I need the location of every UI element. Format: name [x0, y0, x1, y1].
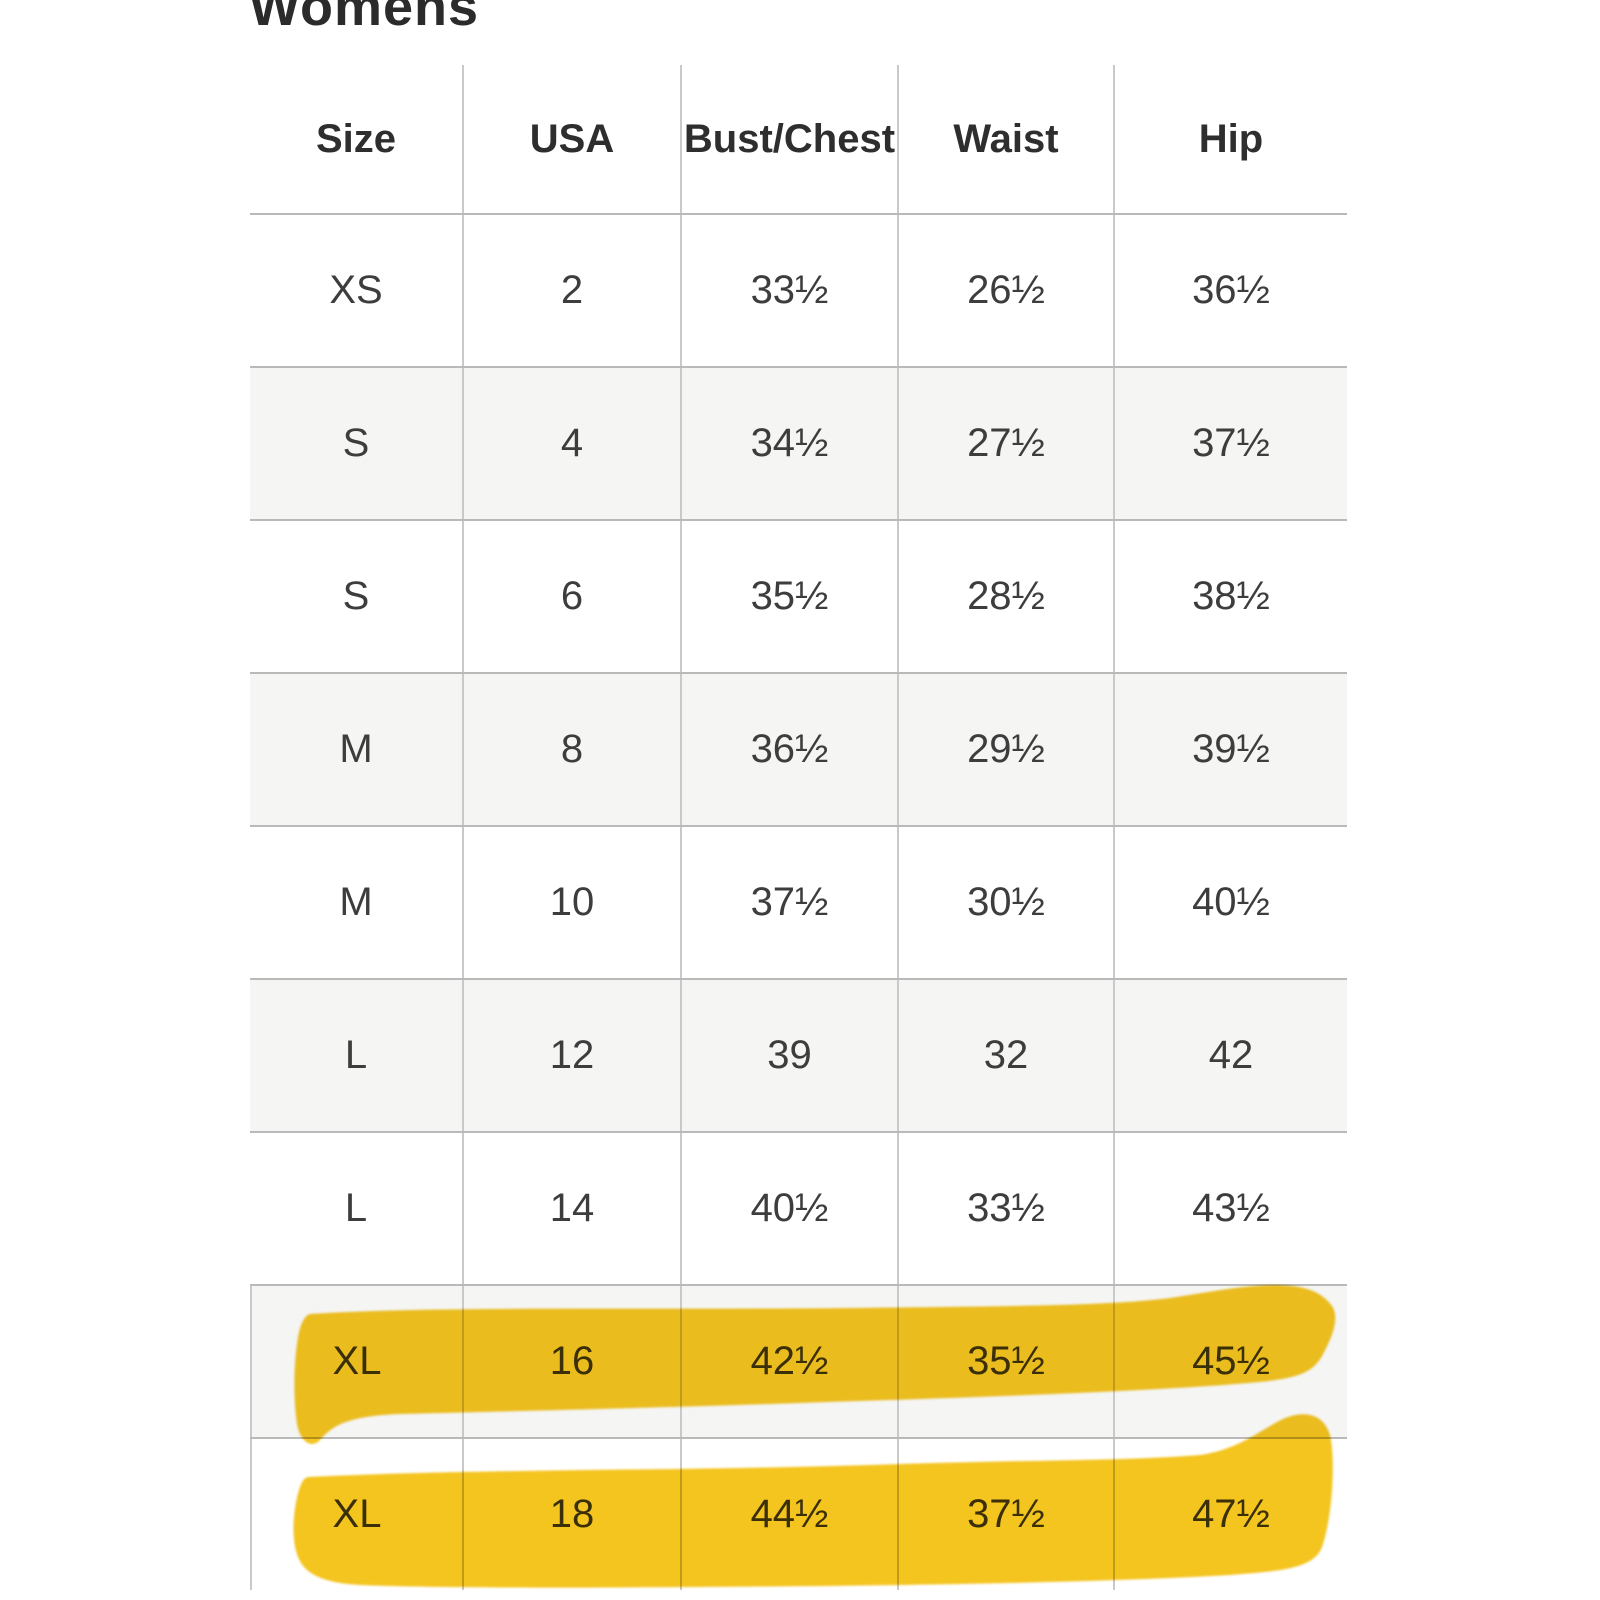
- cell-hip: 39½: [1113, 674, 1347, 825]
- cell-bust-chest: 42½: [680, 1286, 897, 1437]
- cell-size: XS: [329, 268, 383, 312]
- cell-waist: 32: [897, 980, 1113, 1131]
- cell-hip: 42: [1113, 980, 1347, 1131]
- cell-size: L: [344, 1033, 368, 1077]
- cell-usa: 4: [462, 368, 680, 519]
- table-row-l-12: L 12 39 32 42: [250, 978, 1347, 1131]
- cell-waist: 33½: [897, 1133, 1113, 1284]
- cell-usa: 6: [462, 521, 680, 672]
- cell-waist: 37½: [897, 1439, 1113, 1590]
- cell-size: XL: [250, 1286, 462, 1437]
- table-row-l-14: L 14 40½ 33½ 43½: [250, 1131, 1347, 1284]
- cell-usa: 18: [462, 1439, 680, 1590]
- cell-usa: 12: [462, 980, 680, 1131]
- column-header-hip: Hip: [1113, 65, 1347, 213]
- cell-bust-chest: 34½: [680, 368, 897, 519]
- table-row-m-8: M 8 36½ 29½ 39½: [250, 672, 1347, 825]
- cell-bust-chest: 44½: [680, 1439, 897, 1590]
- table-row-m-10: M 10 37½ 30½ 40½: [250, 825, 1347, 978]
- cell-size: M: [339, 727, 373, 771]
- cell-hip: 47½: [1113, 1439, 1347, 1590]
- column-header-usa: USA: [462, 65, 680, 213]
- column-header-size: Size: [315, 116, 397, 161]
- page-title: Womens: [249, 0, 480, 37]
- cell-waist: 29½: [897, 674, 1113, 825]
- table-row-s-4: S 4 34½ 27½ 37½: [250, 366, 1347, 519]
- cell-waist: 27½: [897, 368, 1113, 519]
- table-row-s-6: S 6 35½ 28½ 38½: [250, 519, 1347, 672]
- cell-usa: 8: [462, 674, 680, 825]
- column-header-waist: Waist: [897, 65, 1113, 213]
- cell-size: XL: [250, 1439, 462, 1590]
- table-row-xs-2: XS 2 33½ 26½ 36½: [250, 213, 1347, 366]
- cell-usa: 14: [462, 1133, 680, 1284]
- column-header-bust-chest: Bust/Chest: [680, 65, 897, 213]
- cell-hip: 37½: [1113, 368, 1347, 519]
- table-header-row: Size USA Bust/Chest Waist Hip: [250, 65, 1347, 213]
- cell-bust-chest: 35½: [680, 521, 897, 672]
- cell-waist: 35½: [897, 1286, 1113, 1437]
- cell-bust-chest: 37½: [680, 827, 897, 978]
- cell-usa: 10: [462, 827, 680, 978]
- cell-hip: 38½: [1113, 521, 1347, 672]
- table-row-xl-16-highlighted: XL 16 42½ 35½ 45½: [250, 1284, 1347, 1444]
- cell-hip: 40½: [1113, 827, 1347, 978]
- cell-size: M: [339, 880, 373, 924]
- cell-size: L: [344, 1186, 368, 1230]
- cell-bust-chest: 33½: [680, 215, 897, 366]
- cell-waist: 26½: [897, 215, 1113, 366]
- cell-bust-chest: 40½: [680, 1133, 897, 1284]
- cell-usa: 2: [462, 215, 680, 366]
- table-row-xl-18-highlighted: XL 18 44½ 37½ 47½: [250, 1414, 1347, 1590]
- size-chart-table: Size USA Bust/Chest Waist Hip XS 2 33½ 2…: [250, 65, 1347, 1590]
- cell-bust-chest: 39: [680, 980, 897, 1131]
- cell-hip: 36½: [1113, 215, 1347, 366]
- cell-size: S: [342, 574, 370, 618]
- cell-waist: 28½: [897, 521, 1113, 672]
- cell-hip: 43½: [1113, 1133, 1347, 1284]
- cell-bust-chest: 36½: [680, 674, 897, 825]
- cell-size: S: [342, 421, 370, 465]
- cell-usa: 16: [462, 1286, 680, 1437]
- cell-waist: 30½: [897, 827, 1113, 978]
- cell-hip: 45½: [1113, 1286, 1347, 1437]
